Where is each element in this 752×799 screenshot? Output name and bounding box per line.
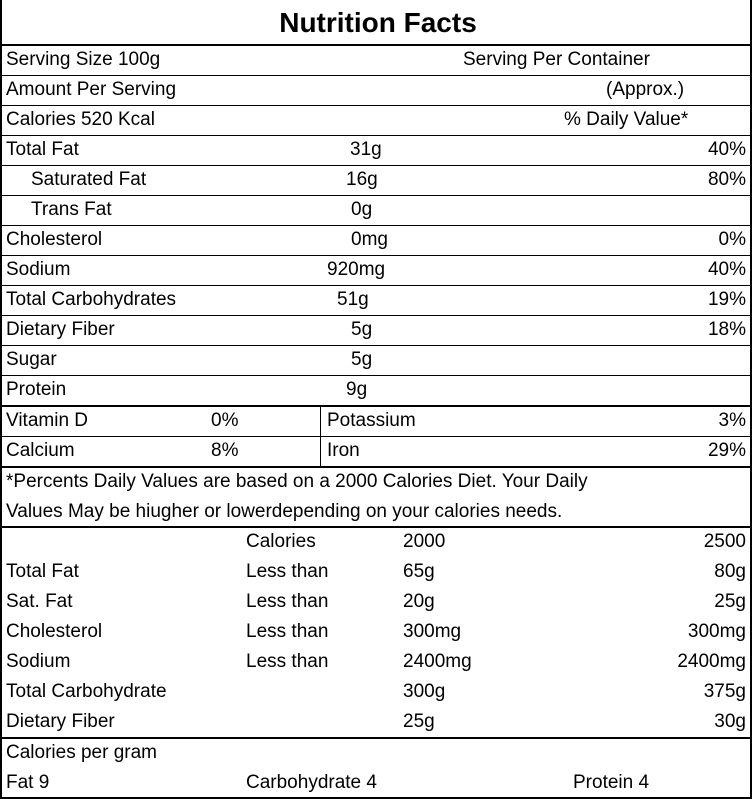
nutrient-name: Total Fat	[6, 139, 79, 160]
divider	[2, 345, 752, 346]
divider	[2, 285, 752, 286]
nutrient-daily-value: 19%	[707, 289, 746, 310]
reference-qualifier: Less than	[246, 621, 329, 642]
reference-qualifier: Less than	[246, 651, 329, 672]
nutrient-amount: 9g	[346, 379, 368, 400]
reference-value-2500: 30g	[714, 711, 746, 732]
divider	[2, 195, 752, 196]
divider	[2, 255, 752, 256]
reference-nutrient: Sat. Fat	[6, 591, 73, 612]
divider	[2, 315, 752, 316]
daily-value-heading: % Daily Value*	[564, 109, 689, 130]
calories-per-gram-heading: Calories per gram	[6, 742, 157, 763]
calories-value: Calories 520 Kcal	[6, 109, 155, 130]
reference-nutrient: Total Carbohydrate	[6, 681, 167, 702]
mineral-value: 29%	[707, 440, 746, 461]
nutrient-daily-value: 40%	[707, 139, 746, 160]
divider	[2, 165, 752, 166]
vitamin-name: Vitamin D	[6, 410, 89, 431]
reference-header-2000: 2000	[403, 531, 446, 552]
nutrient-daily-value: 40%	[707, 259, 746, 280]
divider	[2, 737, 752, 739]
mineral-name: Iron	[327, 440, 360, 461]
vitamin-name: Calcium	[6, 440, 75, 461]
nutrient-daily-value: 0%	[718, 229, 746, 250]
nutrient-amount: 0g	[351, 199, 373, 220]
nutrient-amount: 0mg	[351, 229, 388, 250]
carbohydrate-calories-per-gram: Carbohydrate 4	[246, 772, 377, 793]
reference-value-2000: 65g	[403, 561, 435, 582]
reference-header-calories: Calories	[246, 531, 316, 552]
footnote-line: Values May be hiugher or lowerdepending …	[6, 501, 563, 522]
divider	[2, 436, 752, 437]
reference-value-2000: 2400mg	[403, 651, 472, 672]
reference-nutrient: Cholesterol	[6, 621, 103, 642]
mineral-name: Potassium	[327, 410, 416, 431]
reference-nutrient: Total Fat	[6, 561, 79, 582]
nutrient-name: Sugar	[6, 349, 57, 370]
nutrient-name: Dietary Fiber	[6, 319, 115, 340]
nutrient-amount: 51g	[337, 289, 369, 310]
divider	[2, 44, 752, 46]
reference-value-2500: 300mg	[687, 621, 746, 642]
divider	[2, 405, 752, 407]
nutrient-name: Trans Fat	[31, 199, 112, 220]
reference-value-2500: 2400mg	[677, 651, 746, 672]
divider	[2, 135, 752, 136]
reference-value-2000: 20g	[403, 591, 435, 612]
reference-value-2500: 375g	[703, 681, 746, 702]
divider	[2, 225, 752, 226]
nutrient-amount: 16g	[346, 169, 378, 190]
reference-value-2500: 25g	[714, 591, 746, 612]
serving-size: Serving Size 100g	[6, 49, 161, 70]
nutrient-name: Total Carbohydrates	[6, 289, 177, 310]
nutrient-amount: 31g	[350, 139, 382, 160]
divider	[2, 466, 752, 468]
column-divider	[320, 406, 321, 466]
nutrient-name: Cholesterol	[6, 229, 103, 250]
nutrient-daily-value: 80%	[707, 169, 746, 190]
nutrient-name: Protein	[6, 379, 67, 400]
vitamin-value: 0%	[211, 410, 239, 431]
nutrient-daily-value: 18%	[707, 319, 746, 340]
divider	[2, 526, 752, 528]
reference-nutrient: Sodium	[6, 651, 71, 672]
reference-qualifier: Less than	[246, 591, 329, 612]
footnote-line: *Percents Daily Values are based on a 20…	[6, 471, 588, 492]
reference-nutrient: Dietary Fiber	[6, 711, 115, 732]
nutrient-name: Saturated Fat	[31, 169, 147, 190]
nutrient-name: Sodium	[6, 259, 71, 280]
reference-value-2000: 25g	[403, 711, 435, 732]
nutrient-amount: 920mg	[327, 259, 386, 280]
vitamin-value: 8%	[211, 440, 239, 461]
reference-value-2500: 80g	[714, 561, 746, 582]
reference-value-2000: 300g	[403, 681, 446, 702]
nutrient-amount: 5g	[351, 349, 373, 370]
reference-qualifier: Less than	[246, 561, 329, 582]
divider	[2, 375, 752, 376]
mineral-value: 3%	[718, 410, 746, 431]
reference-value-2000: 300mg	[403, 621, 462, 642]
amount-per-serving: Amount Per Serving	[6, 79, 177, 100]
protein-calories-per-gram: Protein 4	[573, 772, 650, 793]
divider	[2, 75, 752, 76]
nutrient-amount: 5g	[351, 319, 373, 340]
fat-calories-per-gram: Fat 9	[6, 772, 50, 793]
label-title: Nutrition Facts	[279, 7, 477, 38]
servings-per-container: Serving Per Container	[463, 49, 650, 70]
reference-header-2500: 2500	[703, 531, 746, 552]
divider	[2, 105, 752, 106]
approx-note: (Approx.)	[606, 79, 685, 100]
